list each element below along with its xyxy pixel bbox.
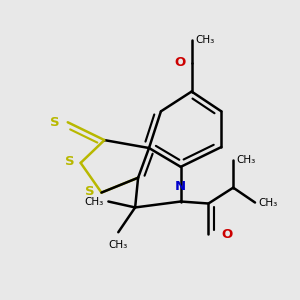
Text: CH₃: CH₃ bbox=[85, 196, 104, 206]
Text: O: O bbox=[174, 56, 185, 69]
Text: S: S bbox=[64, 155, 74, 168]
Text: S: S bbox=[50, 116, 59, 129]
Text: O: O bbox=[221, 228, 232, 241]
Text: N: N bbox=[175, 180, 186, 193]
Text: CH₃: CH₃ bbox=[109, 240, 128, 250]
Text: CH₃: CH₃ bbox=[237, 155, 256, 165]
Text: CH₃: CH₃ bbox=[259, 197, 278, 208]
Text: CH₃: CH₃ bbox=[195, 35, 214, 45]
Text: S: S bbox=[85, 184, 95, 198]
